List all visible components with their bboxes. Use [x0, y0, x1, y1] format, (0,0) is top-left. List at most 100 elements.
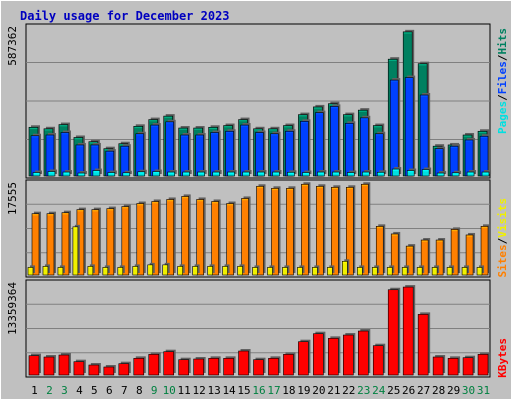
bar-highlight	[136, 134, 144, 136]
bar-visits-day-9	[147, 262, 155, 276]
bar-face	[178, 359, 189, 376]
bar-face	[167, 171, 176, 177]
bar-face	[58, 354, 70, 376]
bar-face	[301, 183, 309, 276]
bar-highlight	[478, 131, 487, 134]
bar-face	[361, 171, 370, 177]
bar-highlight	[228, 172, 234, 174]
bar-highlight	[196, 135, 204, 137]
chart-panels: 587362 17555 13359364	[6, 23, 492, 378]
bar-face	[271, 188, 279, 276]
bar-visits-day-6	[102, 265, 110, 276]
bar-highlight	[181, 135, 189, 137]
bar-face	[420, 239, 429, 276]
bar-kbytes-day-24	[372, 343, 386, 376]
bar-pages-day-15	[242, 170, 252, 177]
bar-files-day-13	[210, 130, 221, 177]
bar-face	[92, 170, 101, 177]
bar-kbytes-day-4	[73, 359, 86, 376]
bar-face	[241, 198, 249, 276]
bar-pages-day-23	[361, 170, 372, 177]
bar-face	[330, 106, 339, 177]
x-tick-label: 20	[312, 384, 325, 397]
bar-sites-day-21	[331, 185, 341, 276]
bar-pages-day-31	[481, 170, 492, 177]
bar-highlight	[358, 331, 368, 333]
bar-face	[331, 186, 339, 276]
bar-highlight	[258, 172, 264, 174]
legend-middle: Sites/Visits	[496, 198, 509, 278]
bar-kbytes-day-14	[223, 356, 236, 376]
x-tick-label: 16	[252, 384, 265, 397]
bar-face	[72, 226, 79, 276]
bar-files-day-18	[285, 129, 296, 177]
bar-face	[151, 201, 160, 276]
bar-visits-day-23	[356, 265, 365, 276]
bar-highlight	[138, 172, 145, 174]
bar-highlight	[104, 367, 114, 369]
x-tick-label: 7	[121, 384, 128, 397]
bar-face	[461, 267, 468, 276]
bar-sites-day-16	[256, 184, 266, 276]
bar-highlight	[284, 354, 293, 357]
bar-highlight	[312, 267, 317, 270]
bar-face	[268, 358, 279, 376]
bar-highlight	[226, 131, 233, 134]
bar-highlight	[391, 234, 398, 236]
x-tick-label: 31	[477, 384, 490, 397]
bar-face	[256, 185, 264, 276]
bar-highlight	[254, 360, 263, 362]
bar-sites-day-22	[346, 185, 356, 276]
bar-pages-day-24	[376, 170, 387, 177]
bar-highlight	[29, 127, 38, 130]
bar-highlight	[43, 266, 48, 269]
x-axis-labels: 1 2 3 4 5 6 7 8 9 10 11 12 13 14 15 16 17 18 19 20 21 22 23 24 2…	[31, 384, 490, 397]
bar-highlight	[463, 135, 472, 137]
bar-face	[342, 261, 348, 276]
bar-kbytes-day-21	[328, 336, 341, 376]
bar-face	[404, 77, 414, 177]
bar-highlight	[450, 146, 458, 148]
bar-face	[88, 364, 100, 376]
bar-highlight	[376, 226, 383, 229]
bar-highlight	[182, 197, 189, 199]
bar-highlight	[166, 122, 174, 124]
bar-visits-day-21	[327, 265, 335, 276]
bar-highlight	[74, 362, 84, 364]
bar-face	[165, 121, 175, 177]
bar-highlight	[61, 133, 69, 135]
bar-kbytes-day-10	[163, 349, 176, 376]
bar-highlight	[477, 267, 482, 270]
bar-files-day-17	[270, 131, 281, 177]
bar-visits-day-31	[476, 265, 485, 276]
x-tick-label: 5	[91, 384, 98, 397]
bar-face	[328, 338, 339, 376]
bar-sites-day-20	[316, 184, 326, 276]
bar-sites-day-31	[480, 224, 491, 276]
bar-highlight	[298, 267, 302, 270]
bar-sites-day-29	[450, 227, 461, 276]
bar-highlight	[448, 358, 458, 361]
bar-highlight	[153, 172, 160, 174]
bar-face	[312, 267, 318, 276]
bar-face	[227, 171, 235, 177]
bar-pages-day-5	[92, 168, 102, 177]
bar-files-day-26	[404, 75, 416, 177]
x-tick-label: 19	[297, 384, 310, 397]
bar-highlight	[481, 226, 488, 229]
bar-visits-day-28	[431, 265, 440, 276]
x-tick-label: 14	[222, 384, 236, 397]
bar-face	[180, 134, 189, 177]
bar-highlight	[88, 266, 93, 269]
bar-visits-day-16	[252, 265, 260, 276]
bar-highlight	[465, 140, 473, 142]
bar-highlight	[63, 172, 70, 174]
bar-highlight	[273, 172, 279, 174]
bar-highlight	[467, 172, 474, 174]
bar-highlight	[373, 126, 382, 128]
bar-highlight	[163, 265, 168, 267]
bar-face	[226, 203, 234, 276]
bar-face	[238, 350, 249, 376]
bar-face	[57, 267, 64, 276]
